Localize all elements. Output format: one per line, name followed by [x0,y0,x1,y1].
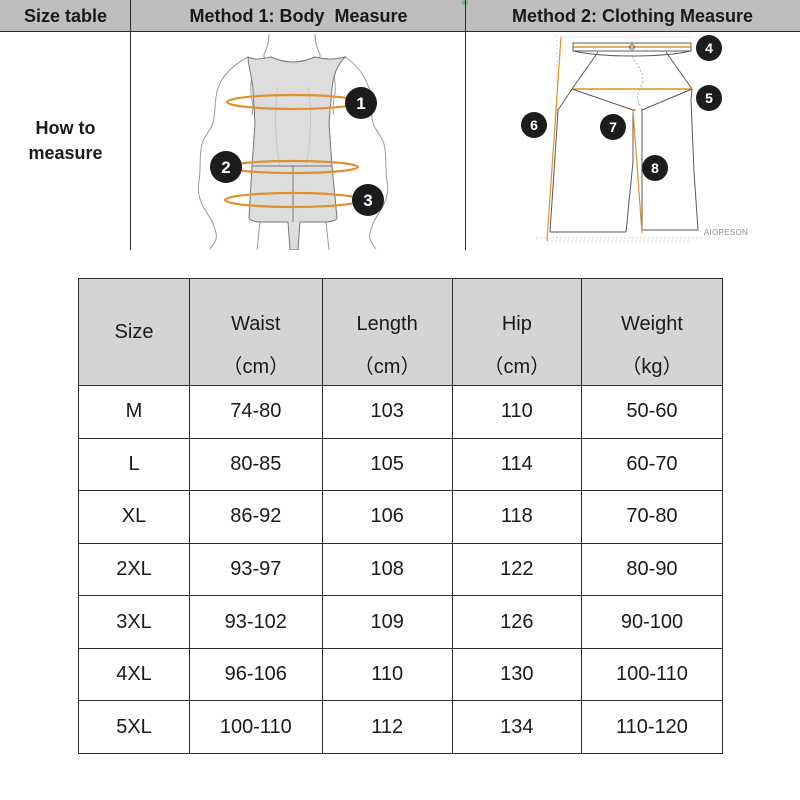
svg-text:6: 6 [530,117,538,133]
svg-text:1: 1 [356,94,365,113]
svg-text:5: 5 [705,90,713,106]
svg-text:2: 2 [221,158,230,177]
svg-text:8: 8 [651,160,659,176]
svg-text:AIOPESON: AIOPESON [704,228,748,237]
svg-text:7: 7 [609,119,617,135]
svg-text:4: 4 [705,40,713,56]
svg-text:3: 3 [363,191,372,210]
